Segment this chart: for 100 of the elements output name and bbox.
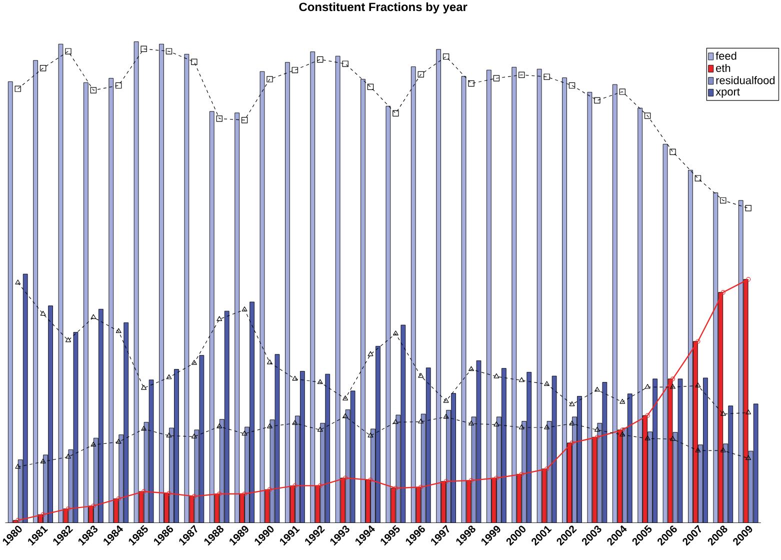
point [544,466,550,472]
point [216,316,222,322]
point [116,496,121,502]
legend-label: residualfood [716,76,775,84]
point [468,366,474,372]
point [90,314,96,320]
point [90,87,97,94]
point [569,401,575,406]
point [620,399,626,404]
point [216,424,222,428]
point [644,436,650,440]
point [217,492,222,496]
point [670,436,676,441]
point [166,491,172,496]
point [116,328,122,334]
point [695,448,701,452]
point [670,384,676,389]
point [594,426,600,432]
point [518,377,524,382]
point [368,478,373,482]
point [40,65,46,72]
point [393,486,398,491]
point [40,458,46,464]
point [90,442,96,447]
point [242,492,247,496]
point [620,432,626,437]
point [116,438,122,444]
point [670,376,676,382]
point [40,310,46,316]
point [166,374,172,380]
point [468,420,474,426]
point [66,454,71,459]
point [544,381,550,386]
point [594,97,600,104]
point [14,86,21,92]
point [292,484,298,488]
point [544,424,550,430]
point [140,46,147,52]
point [342,413,348,418]
point [494,422,500,426]
point [444,479,448,484]
point [15,280,21,285]
point [494,476,499,480]
point [191,434,197,438]
point [720,448,726,452]
point [292,420,298,425]
point [518,72,525,78]
point [392,110,399,117]
point [720,197,726,204]
point [142,489,146,494]
point [442,54,450,60]
point [368,432,374,438]
point [443,398,449,403]
legend-label: xport [716,88,740,98]
point [694,175,702,182]
point [342,396,348,400]
point [292,376,298,381]
point [166,48,172,55]
point [192,494,196,499]
point [91,504,96,508]
point [569,420,575,426]
point [746,410,752,414]
point [619,88,626,95]
legend-label: feed [716,52,736,60]
point [66,337,71,342]
legend-label: eth [716,64,730,72]
point [494,374,500,378]
point [141,426,147,431]
point [367,84,374,90]
point [342,60,348,68]
point [418,418,424,424]
point [720,290,726,295]
point [745,205,752,212]
point [191,58,198,66]
point [544,74,550,80]
point [644,112,651,119]
point [141,385,147,390]
point [267,487,272,492]
point [670,148,676,156]
point [343,476,348,480]
point [392,330,398,336]
point [443,414,449,419]
point [568,82,576,89]
point [570,440,574,446]
point [519,472,524,477]
point [720,411,726,416]
point [216,116,222,122]
point [644,384,650,389]
point [191,360,197,365]
point [116,82,122,89]
point [166,432,172,438]
point [392,419,398,424]
point [418,373,424,378]
point [594,387,600,392]
point [241,117,248,124]
point [645,413,650,418]
point [317,426,323,432]
point [318,484,322,488]
chart-title: Constituent Fractions by year [299,2,468,14]
point [267,424,272,428]
